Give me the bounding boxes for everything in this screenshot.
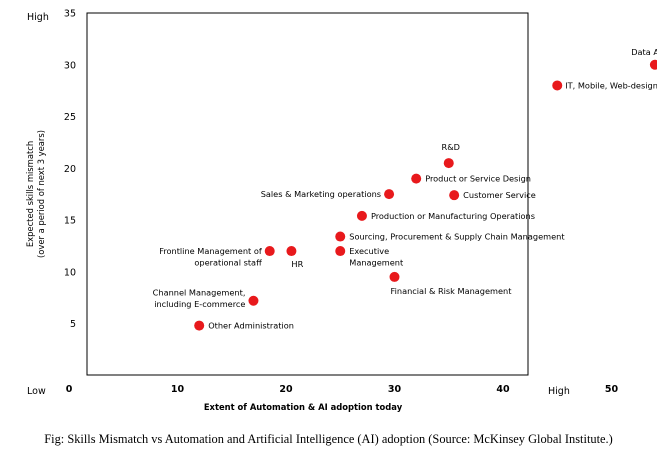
point-label: Data Analytics (631, 47, 657, 57)
y-tick-label: 25 (64, 112, 76, 123)
point-label: Product or Service Design (425, 174, 531, 184)
point-label: Executive Management (349, 246, 404, 267)
figure-caption: Fig: Skills Mismatch vs Automation and A… (44, 432, 613, 446)
y-tick-label: 15 (64, 216, 76, 227)
data-point (194, 320, 205, 331)
y-high-label: High (27, 12, 49, 23)
data-point (389, 271, 400, 282)
point-label: Production or Manufacturing Operations (371, 211, 535, 221)
y-tick-label: 35 (64, 9, 76, 20)
point-label: Sourcing, Procurement & Supply Chain Man… (349, 232, 565, 242)
data-point (552, 80, 563, 91)
x-tick-label: 30 (388, 384, 402, 395)
data-point (264, 246, 275, 257)
data-point (384, 189, 395, 200)
point-label: HR (291, 259, 303, 269)
x-tick-label: 50 (605, 384, 619, 395)
point-label: Channel Management, including E-commerce (153, 288, 246, 310)
data-point (335, 246, 346, 257)
data-point (335, 231, 346, 242)
plot-frame (86, 12, 529, 376)
x-high-label: High (548, 386, 570, 397)
x-tick-label: 10 (171, 384, 185, 395)
point-label: IT, Mobile, Web-design (565, 80, 657, 90)
point-label: Sales & Marketing operations (261, 189, 381, 199)
x-tick-label: 20 (279, 384, 293, 395)
y-tick-label: 20 (64, 164, 76, 175)
x-low-label: Low (27, 386, 46, 397)
y-tick-label: 10 (64, 267, 76, 278)
point-label: R&D (442, 142, 460, 152)
data-point (356, 210, 367, 221)
point-label: Customer Service (463, 190, 536, 200)
data-point (443, 158, 454, 169)
data-point (449, 190, 460, 201)
point-label: Financial & Risk Management (391, 286, 513, 296)
point-label: Frontline Management of operational staff (159, 246, 263, 267)
point-label: Other Administration (208, 321, 294, 331)
x-tick-label: 0 (66, 384, 73, 395)
y-tick-label: 30 (64, 60, 76, 71)
data-point (411, 173, 422, 184)
y-axis-title: Expected skills mismatch(over a period o… (25, 130, 46, 258)
x-axis-title: Extent of Automation & AI adoption today (204, 402, 403, 412)
data-point (649, 59, 657, 70)
data-point (248, 295, 259, 306)
y-tick-label: 5 (70, 319, 76, 330)
x-tick-label: 40 (496, 384, 510, 395)
data-point (286, 246, 297, 257)
